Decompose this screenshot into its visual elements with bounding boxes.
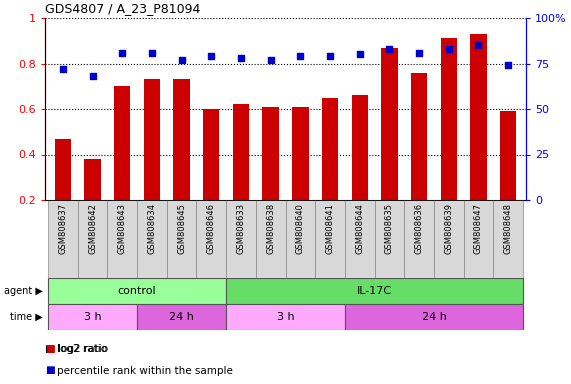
Point (474, 42, 483, 48)
Text: percentile rank within the sample: percentile rank within the sample (57, 366, 233, 376)
Text: ■: ■ (45, 344, 55, 354)
Bar (226, 200, 256, 278)
Text: GSM808633: GSM808633 (236, 203, 246, 254)
Point (58, 66, 67, 72)
Point (88, 73, 97, 79)
Text: GSM808637: GSM808637 (58, 203, 67, 254)
Bar (493, 200, 523, 278)
Text: 24 h: 24 h (421, 312, 447, 322)
Text: agent ▶: agent ▶ (4, 286, 43, 296)
Point (444, 46, 453, 52)
Text: GSM808647: GSM808647 (474, 203, 483, 254)
Point (266, 57, 275, 63)
Bar (114, 86, 130, 200)
Text: 24 h: 24 h (169, 312, 194, 322)
Text: control: control (118, 286, 156, 296)
Text: GSM808639: GSM808639 (444, 203, 453, 254)
Point (385, 46, 394, 52)
Point (355, 51, 364, 58)
Point (504, 62, 513, 68)
Text: GSM808634: GSM808634 (147, 203, 156, 254)
Point (147, 50, 156, 56)
Bar (203, 109, 219, 200)
Bar (441, 38, 457, 200)
Bar (352, 95, 368, 200)
Point (415, 50, 424, 56)
Bar (196, 200, 226, 278)
Text: GSM808640: GSM808640 (296, 203, 305, 254)
Bar (48, 304, 137, 330)
Bar (263, 107, 279, 200)
Point (296, 53, 305, 59)
Point (118, 50, 127, 56)
Bar (48, 278, 226, 304)
Text: ■: ■ (45, 366, 55, 376)
Bar (48, 200, 78, 278)
Text: ■ log2 ratio: ■ log2 ratio (45, 344, 108, 354)
Bar (226, 304, 345, 330)
Bar (464, 200, 493, 278)
Bar (345, 304, 523, 330)
Bar (322, 98, 338, 200)
Bar (345, 200, 375, 278)
Bar (471, 34, 486, 200)
Bar (286, 200, 315, 278)
Bar (256, 200, 286, 278)
Bar (226, 278, 523, 304)
Bar (404, 200, 434, 278)
Bar (315, 200, 345, 278)
Bar (137, 200, 167, 278)
Text: 3 h: 3 h (277, 312, 294, 322)
Point (236, 55, 246, 61)
Text: GSM808643: GSM808643 (118, 203, 127, 254)
Text: GSM808636: GSM808636 (415, 203, 424, 254)
Text: GSM808644: GSM808644 (355, 203, 364, 254)
Bar (292, 107, 308, 200)
Bar (434, 200, 464, 278)
Bar (375, 200, 404, 278)
Point (177, 57, 186, 63)
Text: GSM808638: GSM808638 (266, 203, 275, 254)
Bar (174, 79, 190, 200)
Bar (411, 73, 427, 200)
Text: GDS4807 / A_23_P81094: GDS4807 / A_23_P81094 (45, 2, 200, 15)
Bar (85, 159, 100, 200)
Text: GSM808645: GSM808645 (177, 203, 186, 254)
Text: GSM808648: GSM808648 (504, 203, 513, 254)
Bar (233, 104, 249, 200)
Text: time ▶: time ▶ (10, 312, 43, 322)
Text: IL-17C: IL-17C (357, 286, 392, 296)
Text: GSM808642: GSM808642 (88, 203, 97, 254)
Bar (167, 200, 196, 278)
Bar (107, 200, 137, 278)
Text: GSM808635: GSM808635 (385, 203, 394, 254)
Text: log2 ratio: log2 ratio (57, 344, 107, 354)
Bar (144, 79, 160, 200)
Bar (137, 304, 226, 330)
Text: 3 h: 3 h (84, 312, 101, 322)
Point (207, 53, 216, 59)
Point (325, 53, 335, 59)
Bar (55, 139, 71, 200)
Text: GSM808646: GSM808646 (207, 203, 216, 254)
Bar (500, 111, 516, 200)
Bar (78, 200, 107, 278)
Text: GSM808641: GSM808641 (325, 203, 335, 254)
Bar (381, 48, 397, 200)
